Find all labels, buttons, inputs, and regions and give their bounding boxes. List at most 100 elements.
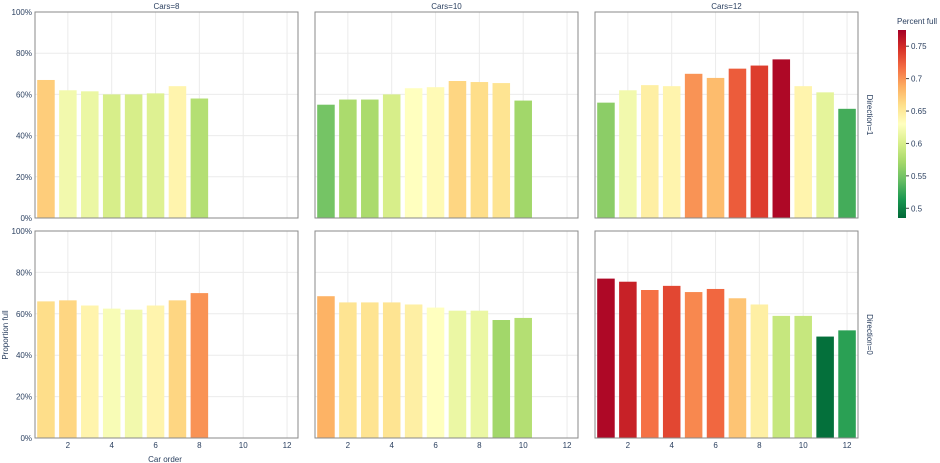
frame-r0-c0: 0% 20% 40% 60% 80% 100% Cars=8	[12, 2, 299, 223]
bar	[190, 98, 209, 218]
bar	[492, 320, 511, 438]
x-tick-label: 12	[843, 441, 852, 450]
x-tick-label: 2	[346, 441, 351, 450]
y-tick-label: 0%	[20, 214, 32, 223]
bar	[37, 301, 55, 438]
y-tick-label: 40%	[16, 132, 32, 141]
bar	[339, 99, 357, 218]
bar	[59, 300, 77, 438]
bar	[382, 302, 401, 438]
bar	[794, 86, 812, 218]
panel-border	[594, 11, 859, 219]
bar	[641, 290, 659, 438]
bar	[470, 310, 489, 438]
bar	[662, 285, 681, 438]
bar	[641, 85, 659, 218]
row-title: Direction=0	[865, 314, 874, 355]
bar	[339, 302, 357, 438]
bar	[597, 102, 615, 218]
bar	[81, 91, 99, 218]
panel-border	[594, 230, 859, 439]
bar	[706, 288, 725, 438]
y-tick-label: 100%	[12, 8, 32, 17]
bar	[750, 304, 769, 438]
colorbar-tick-label: 0.65	[911, 107, 927, 116]
bar	[146, 93, 165, 218]
y-tick-label: 100%	[12, 227, 32, 236]
bar	[426, 87, 445, 218]
y-tick-label: 20%	[16, 393, 32, 402]
x-tick-label: 10	[239, 441, 248, 450]
y-axis-title: Proportion full	[1, 310, 10, 360]
x-tick-label: 2	[66, 441, 71, 450]
colorbar-tick-label: 0.7	[911, 75, 923, 84]
bar	[597, 278, 615, 438]
column-title: Cars=8	[153, 2, 180, 11]
bar	[662, 86, 681, 218]
y-tick-label: 60%	[16, 310, 32, 319]
bar	[492, 83, 511, 218]
bar	[168, 300, 187, 438]
panel-border	[34, 230, 299, 439]
bar	[361, 302, 379, 438]
bar	[514, 100, 532, 218]
x-tick-label: 4	[669, 441, 674, 450]
bar	[750, 65, 769, 218]
y-tick-label: 0%	[20, 434, 32, 443]
y-tick-label: 80%	[16, 49, 32, 58]
bar	[772, 315, 791, 438]
bar	[514, 317, 532, 438]
colorbar-tick-label: 0.5	[911, 204, 923, 213]
bar	[361, 99, 379, 218]
x-tick-label: 4	[109, 441, 114, 450]
x-tick-label: 4	[389, 441, 394, 450]
bars-r0-c1	[317, 81, 532, 218]
panel-border	[34, 11, 299, 219]
bar	[684, 73, 703, 218]
column-title: Cars=10	[431, 2, 462, 11]
bar	[124, 94, 143, 218]
x-tick-label: 8	[477, 441, 482, 450]
bars-r1-c0	[37, 293, 209, 439]
frame-r1-c0: 0% 20% 40% 60% 80% 100% 2 4 6 8 10 12	[12, 227, 299, 450]
bar	[728, 68, 747, 219]
frame-r0-c2: Cars=12 Direction=1	[594, 2, 874, 219]
x-tick-label: 12	[563, 441, 572, 450]
y-tick-label: 80%	[16, 268, 32, 277]
bar	[404, 304, 423, 438]
y-tick-label: 60%	[16, 90, 32, 99]
colorbar-tick-label: 0.55	[911, 172, 927, 181]
bar	[190, 293, 209, 438]
bar	[838, 330, 856, 438]
colorbar-gradient	[898, 30, 906, 218]
colorbar-title: Percent full	[897, 17, 937, 26]
bar	[619, 90, 637, 218]
titles: Car order Proportion full	[1, 310, 182, 463]
bars-r1-c2	[597, 278, 856, 438]
bar	[382, 94, 401, 218]
bar	[37, 79, 55, 218]
panel-border	[314, 230, 579, 439]
bar	[816, 336, 834, 438]
bars-r1-c1	[317, 296, 532, 438]
bars-r0-c0	[37, 79, 209, 218]
x-tick-label: 2	[626, 441, 631, 450]
x-tick-label: 8	[757, 441, 762, 450]
bar	[102, 308, 121, 439]
bar	[317, 296, 335, 438]
bar	[448, 310, 467, 438]
bar	[470, 82, 489, 218]
bar	[684, 292, 703, 438]
colorbar: Percent full 0.5 0.55 0.6 0.65 0.7 0.75	[897, 17, 937, 218]
x-tick-label: 10	[519, 441, 528, 450]
colorbar-tick-label: 0.75	[911, 42, 927, 51]
panels: 0%20%40%60%80%100%Cars=8 Cars=10 Cars=12Di…	[12, 2, 874, 450]
bar	[102, 94, 121, 218]
frame-r1-c1: 2 4 6 8 10 12	[314, 230, 579, 450]
x-tick-label: 6	[433, 441, 438, 450]
frame-r1-c2: 2 4 6 8 10 12 Direction=0	[594, 230, 874, 450]
bar	[426, 307, 445, 438]
bar	[124, 309, 143, 438]
bar	[794, 315, 812, 438]
